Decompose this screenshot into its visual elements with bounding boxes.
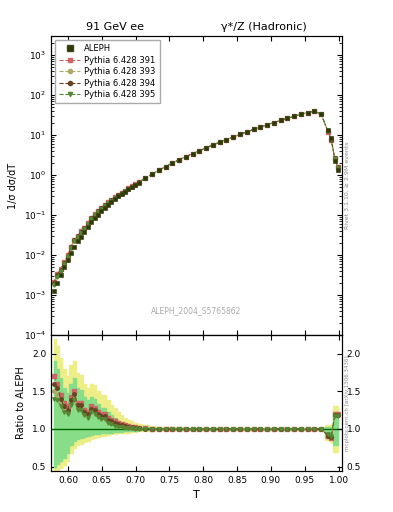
Title: 91 GeV ee                      γ*/Z (Hadronic): 91 GeV ee γ*/Z (Hadronic) [86,23,307,32]
X-axis label: T: T [193,490,200,500]
Text: ALEPH_2004_S5765862: ALEPH_2004_S5765862 [151,307,242,315]
Text: Rivet 3.1.10, ≥ 2.9M events: Rivet 3.1.10, ≥ 2.9M events [345,142,350,229]
Y-axis label: Ratio to ALEPH: Ratio to ALEPH [16,367,26,439]
Text: mcplots.cern.ch [arXiv:1306.3436]: mcplots.cern.ch [arXiv:1306.3436] [345,355,350,451]
Legend: ALEPH, Pythia 6.428 391, Pythia 6.428 393, Pythia 6.428 394, Pythia 6.428 395: ALEPH, Pythia 6.428 391, Pythia 6.428 39… [55,40,160,103]
Y-axis label: 1/σ dσ/dT: 1/σ dσ/dT [8,162,18,208]
